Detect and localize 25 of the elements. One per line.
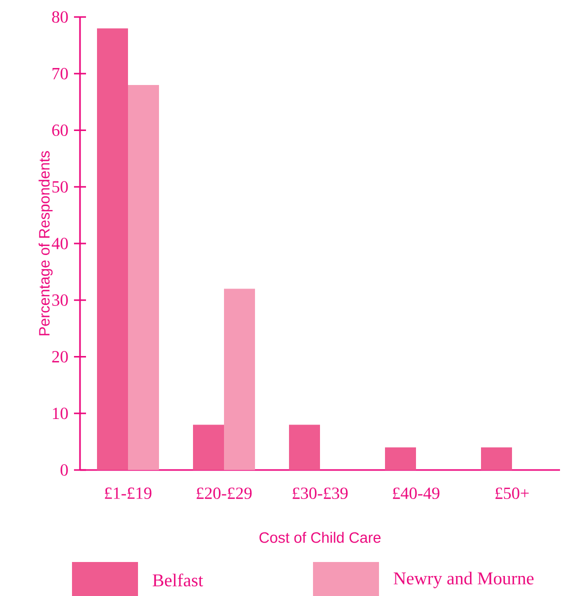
x-tick-label: £40-49 [392, 488, 440, 500]
bar [289, 424, 320, 470]
bar [385, 447, 416, 470]
bar [193, 424, 224, 470]
x-tick-label: £50+ [495, 488, 529, 500]
y-tick-label: 30 [52, 294, 68, 306]
bar [224, 288, 255, 470]
bar [481, 447, 512, 470]
y-tick-label: 0 [60, 464, 68, 476]
x-tick-label: £1-£19 [104, 488, 152, 499]
y-tick-label: 80 [52, 11, 68, 23]
legend-label: Newry and Mourne [394, 572, 534, 588]
y-tick-label: 70 [52, 68, 68, 80]
x-tick-label: £30-£39 [292, 488, 348, 500]
y-tick-label: 20 [52, 351, 68, 362]
bar [97, 28, 128, 470]
y-tick-label: 50 [52, 181, 68, 193]
x-axis-title: Cost of Child Care [259, 532, 381, 543]
y-tick-label: 60 [52, 124, 68, 136]
y-tick-label: 10 [52, 408, 68, 420]
y-tick-label: 40 [52, 238, 68, 250]
y-axis-title: Percentage of Respondents [38, 151, 53, 336]
bar [128, 84, 159, 470]
x-tick-label: £20-£29 [196, 488, 252, 500]
legend-label: Belfast [152, 574, 204, 586]
